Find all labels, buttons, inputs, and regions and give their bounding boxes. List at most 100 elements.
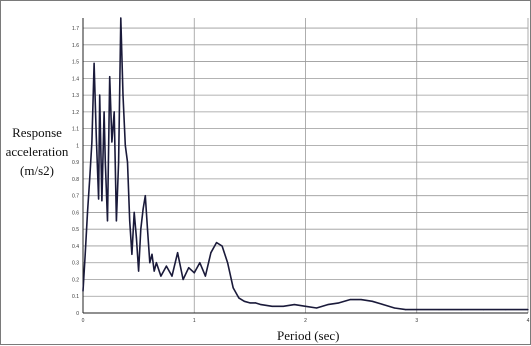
y-tick-label: 1.2 xyxy=(72,110,79,116)
data-point xyxy=(160,275,162,277)
y-tick-label: 1 xyxy=(76,143,79,149)
data-point xyxy=(155,262,157,264)
y-tick-label: 0.8 xyxy=(72,177,79,183)
data-point xyxy=(146,228,149,230)
y-tick-label: 0.2 xyxy=(72,277,79,283)
data-point xyxy=(304,305,307,307)
y-tick-label: 1.1 xyxy=(72,127,79,133)
data-point xyxy=(293,304,295,306)
y-tick-label: 0.9 xyxy=(72,160,79,166)
data-point xyxy=(254,302,256,304)
data-point xyxy=(99,94,101,96)
data-point xyxy=(122,94,124,96)
data-point xyxy=(260,304,262,306)
data-point xyxy=(153,270,155,272)
data-point xyxy=(227,262,229,264)
data-point xyxy=(171,275,173,277)
series-group xyxy=(82,17,529,311)
x-tick-label: 4 xyxy=(527,318,530,324)
data-point xyxy=(438,309,440,311)
data-point xyxy=(138,270,140,272)
data-point xyxy=(393,307,396,309)
data-point xyxy=(416,309,418,311)
data-point xyxy=(177,252,179,254)
data-point xyxy=(271,305,273,307)
data-point xyxy=(144,195,146,197)
x-axis-label: Period (sec) xyxy=(277,328,340,343)
data-point xyxy=(527,309,529,311)
data-point xyxy=(182,278,184,281)
data-point xyxy=(106,220,109,222)
data-point xyxy=(89,178,91,180)
data-point xyxy=(360,299,362,301)
y-tick-label: 1.3 xyxy=(72,93,79,99)
data-point xyxy=(482,309,485,311)
data-point xyxy=(193,272,195,274)
data-point xyxy=(232,287,234,289)
data-point xyxy=(118,161,120,163)
data-point xyxy=(151,253,153,255)
data-point xyxy=(84,253,86,255)
data-point xyxy=(126,161,129,163)
data-point xyxy=(210,252,212,254)
data-point xyxy=(371,300,373,302)
data-point xyxy=(109,76,111,78)
data-point xyxy=(188,267,190,269)
data-point xyxy=(505,309,507,311)
data-point xyxy=(249,302,251,304)
x-tick-labels: 0 1 2 3 4 xyxy=(82,318,530,324)
data-point xyxy=(238,297,240,299)
data-point xyxy=(103,111,105,113)
y-tick-label: 0.4 xyxy=(72,244,79,250)
data-point xyxy=(199,262,201,264)
data-point xyxy=(133,211,135,213)
data-point xyxy=(95,136,97,138)
axes xyxy=(82,18,528,314)
y-axis-label-line: (m/s2) xyxy=(20,163,54,178)
data-point xyxy=(149,262,151,264)
data-point xyxy=(316,307,318,309)
data-point xyxy=(86,211,89,213)
data-point xyxy=(82,290,84,292)
data-point xyxy=(91,141,93,143)
data-point xyxy=(460,309,462,311)
data-point xyxy=(282,305,284,307)
y-tick-label: 1.6 xyxy=(72,43,79,49)
y-tick-labels: 0 0.1 0.2 0.3 0.4 0.5 0.6 0.7 0.8 0.9 1 1.1 1.2 1.3 1.… xyxy=(72,26,79,317)
data-point xyxy=(165,265,167,267)
data-point xyxy=(243,300,245,302)
y-axis-label-line: Response xyxy=(12,125,62,140)
y-tick-label: 0 xyxy=(76,311,79,317)
data-point xyxy=(101,200,103,202)
data-point xyxy=(140,228,142,230)
data-point xyxy=(327,304,329,306)
y-tick-label: 1.4 xyxy=(72,76,79,82)
data-point xyxy=(131,253,133,255)
y-tick-label: 0.6 xyxy=(72,210,79,216)
data-point xyxy=(93,62,95,64)
data-point xyxy=(204,275,206,277)
data-point xyxy=(142,208,144,210)
data-point xyxy=(405,309,407,311)
y-tick-label: 0.5 xyxy=(72,227,79,233)
data-point xyxy=(135,237,137,239)
y-tick-label: 0.1 xyxy=(72,294,79,300)
data-point xyxy=(98,198,100,200)
y-axis-label: Response acceleration (m/s2) xyxy=(3,123,71,180)
data-point xyxy=(111,141,113,143)
data-point xyxy=(129,220,131,222)
data-point xyxy=(120,17,122,19)
x-tick-label: 1 xyxy=(193,318,196,324)
y-tick-label: 0.7 xyxy=(72,194,79,200)
data-point xyxy=(215,242,218,244)
data-point xyxy=(338,302,340,304)
data-point xyxy=(115,220,117,222)
data-point xyxy=(124,144,126,146)
y-axis-label-line: acceleration xyxy=(5,144,69,159)
data-point xyxy=(104,161,106,163)
y-tick-label: 1.5 xyxy=(72,60,79,66)
x-tick-label: 0 xyxy=(82,318,85,324)
data-point xyxy=(113,111,115,113)
